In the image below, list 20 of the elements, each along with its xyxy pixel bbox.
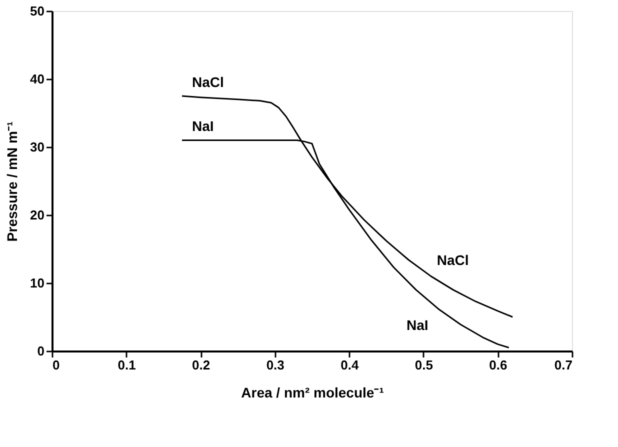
y-axis-title: Pressure / mN m⁻¹ (4, 121, 20, 242)
x-tick-label: 0.2 (192, 358, 210, 372)
y-tick-label: 50 (30, 4, 44, 18)
x-tick-label: 0.5 (414, 358, 433, 372)
x-tick-label: 0.6 (489, 358, 508, 372)
y-tick-label: 0 (37, 344, 44, 358)
x-axis-title: Area / nm² molecule⁻¹ (241, 384, 384, 400)
x-tick-label: 0.7 (554, 358, 572, 372)
x-tick-label: 0.3 (266, 358, 284, 372)
x-tick-label: 0.1 (118, 358, 136, 372)
y-tick-label: 30 (30, 140, 44, 154)
y-tick-label: 10 (30, 276, 44, 290)
series-label: NaI (192, 118, 214, 134)
series-label: NaCl (192, 74, 224, 90)
x-tick-label: 0.4 (340, 358, 360, 372)
text: NaI (406, 316, 428, 333)
y-tick-label: 40 (30, 72, 44, 86)
x-tick-label: 0 (52, 358, 60, 372)
y-tick-label: 20 (30, 208, 44, 222)
text: NaCl (436, 252, 469, 268)
